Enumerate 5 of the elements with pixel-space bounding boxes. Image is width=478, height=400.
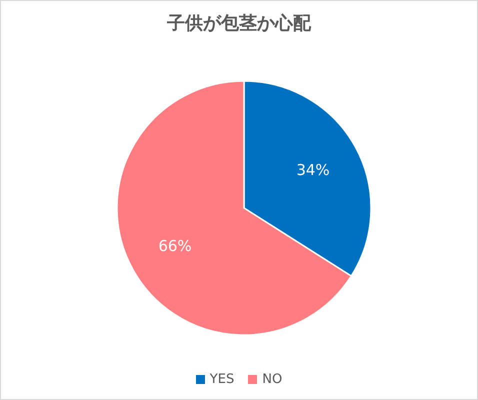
chart-title: 子供が包茎か心配 bbox=[166, 12, 312, 35]
data-label: 66% bbox=[158, 236, 192, 255]
data-label: 34% bbox=[296, 161, 330, 180]
legend-label: NO bbox=[261, 372, 282, 387]
legend-label: YES bbox=[208, 372, 234, 387]
